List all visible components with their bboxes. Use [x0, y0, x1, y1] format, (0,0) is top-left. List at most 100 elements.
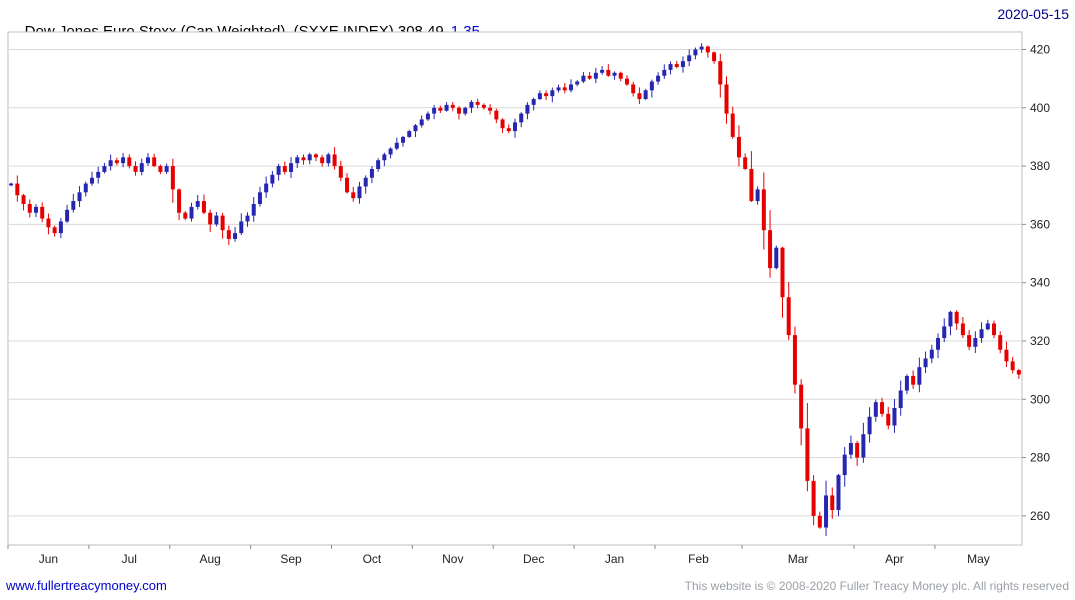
candle-body — [52, 227, 57, 234]
candle-body — [954, 311, 959, 324]
candle-body — [668, 64, 673, 70]
x-tick-label: Mar — [788, 552, 809, 566]
candle-body — [158, 166, 163, 172]
candle-body — [121, 157, 126, 164]
candle-body — [581, 75, 586, 82]
candle-body — [855, 442, 860, 458]
candle-body — [985, 323, 990, 330]
x-tick-label: Oct — [363, 552, 382, 566]
candle-body — [257, 192, 262, 204]
candle-body — [413, 125, 418, 132]
candle-body — [575, 81, 580, 85]
candle-body — [705, 46, 710, 53]
candle-body — [1010, 361, 1015, 371]
candle-body — [631, 84, 636, 94]
candle-body — [357, 186, 362, 199]
candle-body — [444, 104, 449, 111]
candle-body — [481, 104, 486, 108]
candle-body — [177, 189, 182, 213]
candle-body — [979, 329, 984, 339]
candle-body — [77, 192, 82, 202]
candle-body — [127, 157, 132, 167]
candle-body — [525, 104, 530, 114]
candle-body — [537, 93, 542, 100]
candle-body — [562, 87, 567, 91]
candle-body — [463, 107, 468, 114]
candle-body — [201, 201, 206, 213]
candle-body — [432, 107, 437, 114]
x-tick-label: Aug — [199, 552, 220, 566]
y-tick-label: 360 — [1030, 217, 1050, 231]
candle-body — [761, 189, 766, 231]
candle-body — [674, 64, 679, 67]
candle-body — [867, 416, 872, 435]
candle-body — [649, 81, 654, 91]
candle-body — [407, 131, 412, 137]
candle-body — [606, 69, 611, 76]
x-tick-label: Apr — [885, 552, 904, 566]
candle-body — [699, 46, 704, 50]
candle-body — [861, 434, 866, 458]
x-tick-label: Feb — [688, 552, 709, 566]
candle-body — [824, 495, 829, 528]
candle-body — [736, 136, 741, 158]
candle-body — [792, 335, 797, 385]
candle-body — [133, 166, 138, 172]
candle-body — [152, 157, 157, 167]
candle-body — [21, 195, 26, 204]
x-tick-label: Dec — [523, 552, 544, 566]
candle-body — [65, 209, 70, 222]
price-chart: 260 280 300 320 340 360 380 400 420 Jun Jul Aug Sep O… — [7, 31, 1050, 566]
candle-body — [320, 157, 325, 164]
candle-body — [251, 203, 256, 216]
candle-body — [488, 107, 493, 111]
candle-body — [351, 192, 356, 199]
candle-body — [313, 154, 318, 158]
candle-body — [27, 203, 32, 213]
candle-body — [662, 69, 667, 76]
copyright-text: This website is © 2008-2020 Fuller Treac… — [684, 579, 1069, 593]
candle-body — [33, 206, 38, 213]
y-tick-label: 260 — [1030, 509, 1050, 523]
candle-body — [295, 157, 300, 164]
candle-body — [960, 323, 965, 336]
candle-body — [873, 402, 878, 417]
candle-body — [83, 183, 88, 193]
candle-body — [195, 201, 200, 207]
candle-body — [96, 171, 101, 178]
candle-body — [170, 166, 175, 190]
candle-body — [401, 136, 406, 143]
x-tick-label: May — [967, 552, 990, 566]
candle-body — [326, 154, 331, 164]
candle-body — [289, 163, 294, 172]
site-link[interactable]: www.fullertreacymoney.com — [6, 578, 167, 593]
candle-body — [967, 335, 972, 347]
candle-body — [923, 358, 928, 368]
candle-body — [425, 113, 430, 120]
candle-body — [724, 84, 729, 114]
candle-body — [811, 480, 816, 516]
candle-body — [656, 75, 661, 82]
candle-body — [600, 69, 605, 73]
candle-body — [15, 183, 20, 196]
candle-body — [475, 101, 480, 105]
candle-body — [880, 402, 885, 414]
candle-body — [917, 367, 922, 385]
candle-body — [718, 61, 723, 85]
candle-body — [637, 93, 642, 100]
candle-body — [239, 221, 244, 234]
candle-body — [226, 230, 231, 239]
candle-body — [680, 61, 685, 67]
candle-body — [836, 475, 841, 511]
chart-header: Dow Jones Euro Stoxx (Cap Weighted) (SXX… — [0, 0, 1075, 40]
candle-body — [904, 375, 909, 391]
candle-body — [848, 442, 853, 455]
y-tick-label: 280 — [1030, 451, 1050, 465]
candle-body — [345, 177, 350, 193]
candle-body — [755, 189, 760, 202]
candle-body — [114, 160, 119, 164]
candle-body — [886, 413, 891, 426]
candle-body — [282, 166, 287, 172]
candle-body — [388, 148, 393, 155]
y-tick-label: 420 — [1030, 42, 1050, 56]
